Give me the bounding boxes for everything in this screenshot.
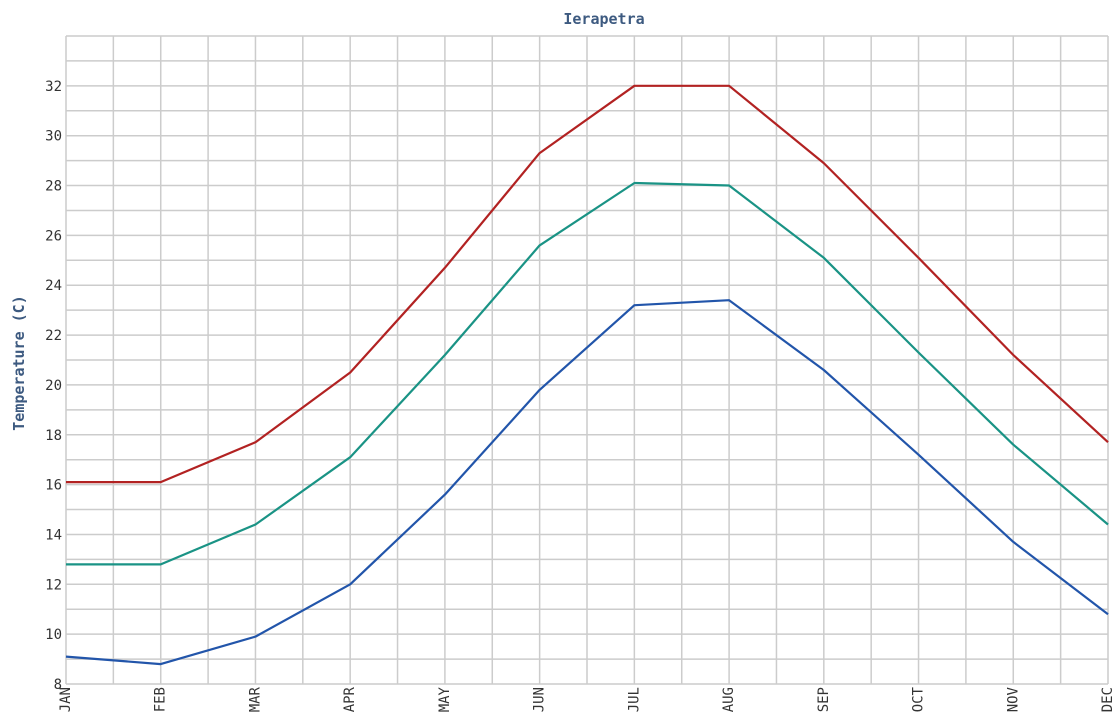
x-axis-ticks: JAN FEB MAR APR MAY JUN JUL AUG SEP OCT NOV DEC: [58, 686, 1116, 712]
series-line-2: [66, 181, 1109, 566]
chart-title: Ierapetra: [563, 10, 644, 28]
grid: [65, 35, 1109, 685]
series-line-1: [66, 84, 1109, 484]
y-axis-label: Temperature (C): [10, 295, 28, 430]
y-tick-label: 8: [54, 677, 62, 693]
x-tick-label: JAN: [58, 687, 74, 712]
y-tick-label: 14: [45, 527, 62, 543]
series-line-3: [65, 299, 1109, 666]
y-tick-label: 22: [45, 328, 62, 344]
x-tick-label: JUL: [626, 687, 642, 712]
y-tick-label: 10: [45, 627, 62, 643]
y-tick-label: 18: [45, 428, 62, 444]
x-tick-label: AUG: [721, 687, 737, 712]
y-tick-label: 28: [45, 179, 62, 195]
y-tick-label: 32: [45, 79, 62, 95]
x-tick-label: FEB: [153, 687, 169, 712]
x-tick-label: MAY: [437, 686, 453, 712]
x-tick-label: NOV: [1005, 686, 1021, 712]
x-tick-label: SEP: [816, 687, 832, 712]
x-tick-label: JUN: [532, 687, 548, 712]
y-tick-label: 26: [45, 228, 62, 244]
x-tick-label: MAR: [247, 686, 263, 712]
y-tick-label: 12: [45, 577, 62, 593]
y-axis-ticks: 8 10 12 14 16 18 20 22 24 26 28 30 32: [45, 79, 62, 693]
x-tick-label: OCT: [911, 686, 927, 712]
y-tick-label: 24: [45, 278, 62, 294]
y-tick-label: 16: [45, 478, 62, 494]
x-tick-label: APR: [342, 686, 358, 712]
y-tick-label: 30: [45, 129, 62, 145]
series-lines: [65, 84, 1109, 666]
x-tick-label: DEC: [1100, 687, 1116, 712]
y-tick-label: 20: [45, 378, 62, 394]
